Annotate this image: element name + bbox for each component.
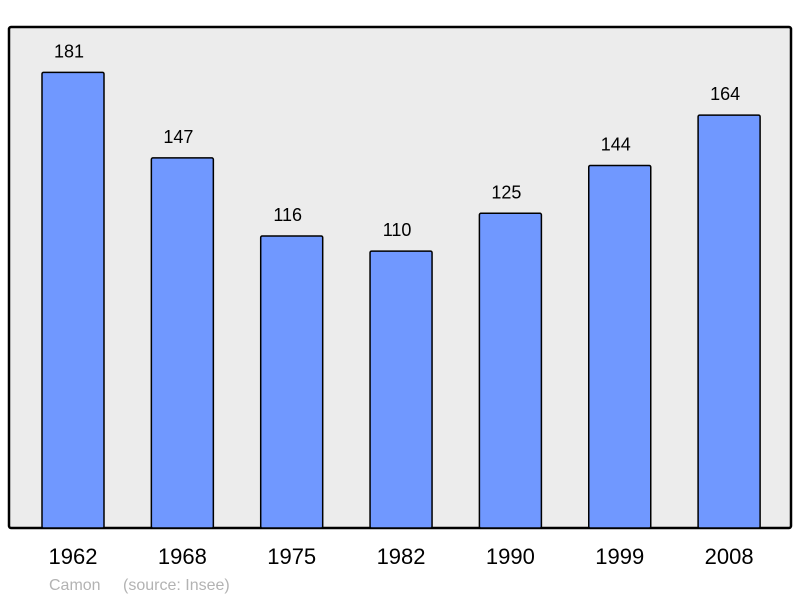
bar-1968 [150,157,215,529]
data-label-1968: 147 [163,127,193,147]
x-tick-label-1982: 1982 [377,544,426,569]
data-label-1975: 116 [273,205,302,225]
data-label-1982: 110 [383,220,412,240]
data-label-2008: 164 [710,84,740,104]
bar-1990 [478,212,543,529]
bar-2008 [697,114,761,529]
data-label-1990: 125 [491,182,521,202]
bar-1975 [259,235,324,529]
bar-1999 [588,164,652,529]
footer-source: (source: Insee) [123,577,230,594]
data-label-1962: 181 [54,41,84,61]
bar-1962 [41,71,105,529]
data-label-1999: 144 [601,134,631,154]
x-tick-label-1962: 1962 [49,544,98,569]
x-tick-label-1999: 1999 [595,544,644,569]
footer-place: Camon [49,577,101,594]
x-tick-label-1990: 1990 [486,544,535,569]
x-tick-label-1975: 1975 [267,544,316,569]
bar-1982 [369,250,433,529]
x-tick-label-2008: 2008 [705,544,754,569]
x-tick-label-1968: 1968 [158,544,207,569]
